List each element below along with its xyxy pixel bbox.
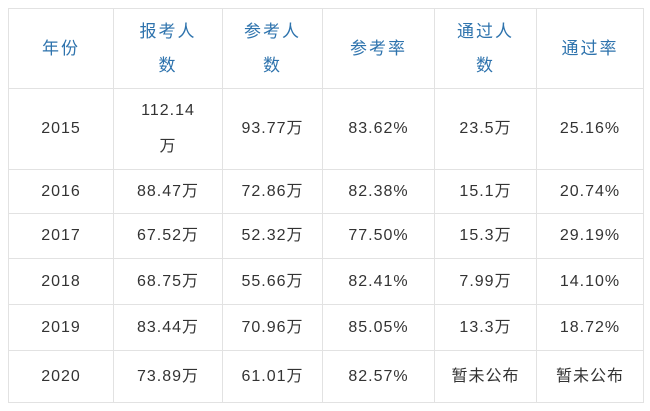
column-header-attendance-rate: 参考率 [322, 8, 435, 89]
cell-passers: 15.3万 [434, 213, 537, 259]
cell-examinees: 72.86万 [222, 169, 323, 214]
cell-attendance-rate: 82.38% [322, 169, 435, 214]
cell-year: 2016 [8, 169, 114, 214]
cell-applicants: 83.44万 [113, 304, 223, 351]
column-header-examinees: 参考人 数 [222, 8, 323, 89]
cell-applicants: 112.14 万 [113, 88, 223, 170]
cell-applicants: 73.89万 [113, 350, 223, 403]
cell-examinees: 52.32万 [222, 213, 323, 259]
cell-passers: 15.1万 [434, 169, 537, 214]
cell-passers: 13.3万 [434, 304, 537, 351]
cell-year: 2019 [8, 304, 114, 351]
cell-pass-rate: 14.10% [536, 258, 644, 305]
cell-attendance-rate: 85.05% [322, 304, 435, 351]
cell-attendance-rate: 83.62% [322, 88, 435, 170]
table-row-2018: 2018 68.75万 55.66万 82.41% 7.99万 14.10% [8, 258, 644, 305]
cell-passers: 23.5万 [434, 88, 537, 170]
table-row-2016: 2016 88.47万 72.86万 82.38% 15.1万 20.74% [8, 169, 644, 214]
table-row-2019: 2019 83.44万 70.96万 85.05% 13.3万 18.72% [8, 304, 644, 351]
cell-passers: 暂未公布 [434, 350, 537, 403]
cell-year: 2018 [8, 258, 114, 305]
cell-examinees: 55.66万 [222, 258, 323, 305]
cell-pass-rate: 20.74% [536, 169, 644, 214]
cell-examinees: 61.01万 [222, 350, 323, 403]
column-header-year: 年份 [8, 8, 114, 89]
table-row-2015: 2015 112.14 万 93.77万 83.62% 23.5万 25.16% [8, 88, 644, 170]
cell-attendance-rate: 77.50% [322, 213, 435, 259]
cell-attendance-rate: 82.57% [322, 350, 435, 403]
cell-year: 2020 [8, 350, 114, 403]
cell-applicants: 68.75万 [113, 258, 223, 305]
cell-examinees: 70.96万 [222, 304, 323, 351]
header-row: 年份 报考人 数 参考人 数 参考率 通过人 数 通过率 [8, 8, 644, 89]
cell-attendance-rate: 82.41% [322, 258, 435, 305]
cell-applicants: 88.47万 [113, 169, 223, 214]
table-row-2017: 2017 67.52万 52.32万 77.50% 15.3万 29.19% [8, 213, 644, 259]
cell-passers: 7.99万 [434, 258, 537, 305]
cell-year: 2017 [8, 213, 114, 259]
column-header-pass-rate: 通过率 [536, 8, 644, 89]
column-header-passers: 通过人 数 [434, 8, 537, 89]
cell-examinees: 93.77万 [222, 88, 323, 170]
cell-pass-rate: 暂未公布 [536, 350, 644, 403]
column-header-applicants: 报考人 数 [113, 8, 223, 89]
cell-pass-rate: 25.16% [536, 88, 644, 170]
table-row-2020: 2020 73.89万 61.01万 82.57% 暂未公布 暂未公布 [8, 350, 644, 403]
cell-pass-rate: 29.19% [536, 213, 644, 259]
cell-applicants: 67.52万 [113, 213, 223, 259]
exam-stats-table: 年份 报考人 数 参考人 数 参考率 通过人 数 通过率 2015 112.14… [8, 8, 644, 403]
cell-pass-rate: 18.72% [536, 304, 644, 351]
cell-year: 2015 [8, 88, 114, 170]
